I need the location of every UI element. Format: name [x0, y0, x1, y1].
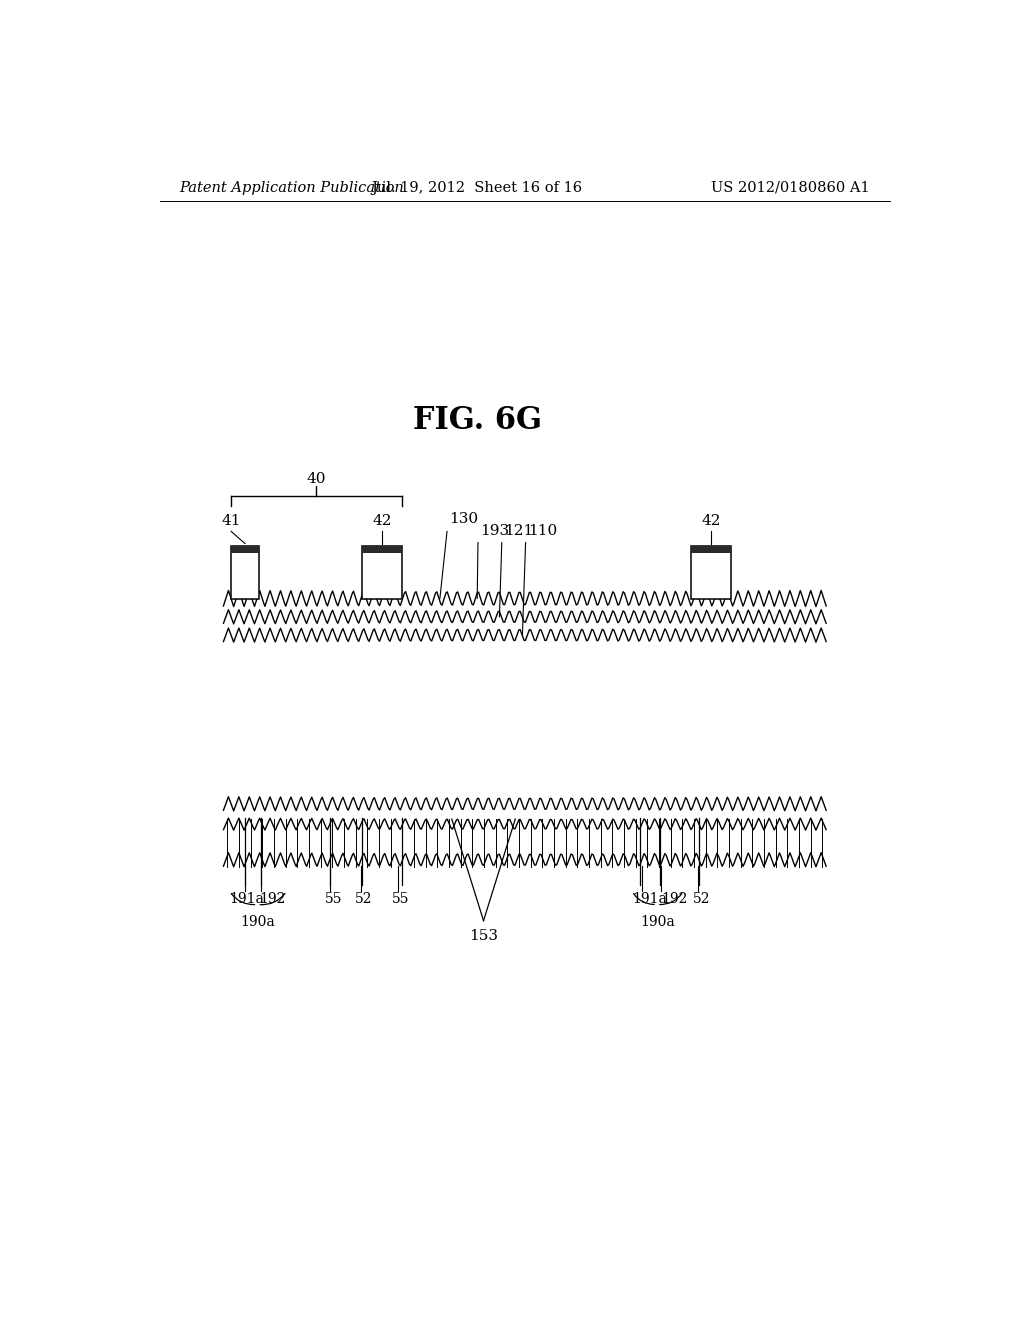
Text: 40: 40 — [306, 471, 326, 486]
Text: 153: 153 — [469, 929, 498, 942]
Text: 42: 42 — [373, 515, 392, 528]
Bar — [362, 545, 401, 553]
Text: 190a: 190a — [241, 915, 275, 928]
Text: 193: 193 — [480, 524, 510, 537]
Bar — [231, 545, 259, 553]
Text: FIG. 6G: FIG. 6G — [413, 405, 542, 436]
Text: 55: 55 — [392, 892, 410, 907]
Text: 55: 55 — [325, 892, 342, 907]
Text: 191a: 191a — [632, 892, 667, 907]
Text: 41: 41 — [221, 515, 241, 528]
Text: 191a: 191a — [229, 892, 264, 907]
Text: 130: 130 — [450, 512, 478, 527]
Text: 190a: 190a — [641, 915, 676, 928]
Bar — [231, 545, 259, 598]
Bar — [691, 545, 731, 598]
Bar — [362, 545, 401, 598]
Text: 42: 42 — [701, 515, 721, 528]
Text: 192: 192 — [662, 892, 688, 907]
Text: Patent Application Publication: Patent Application Publication — [179, 181, 404, 195]
Text: Jul. 19, 2012  Sheet 16 of 16: Jul. 19, 2012 Sheet 16 of 16 — [372, 181, 583, 195]
Text: 52: 52 — [693, 892, 711, 907]
Text: 110: 110 — [528, 524, 557, 537]
Text: 52: 52 — [355, 892, 373, 907]
Bar — [691, 545, 731, 553]
Text: 121: 121 — [504, 524, 534, 537]
Text: 192: 192 — [259, 892, 286, 907]
Text: US 2012/0180860 A1: US 2012/0180860 A1 — [712, 181, 870, 195]
